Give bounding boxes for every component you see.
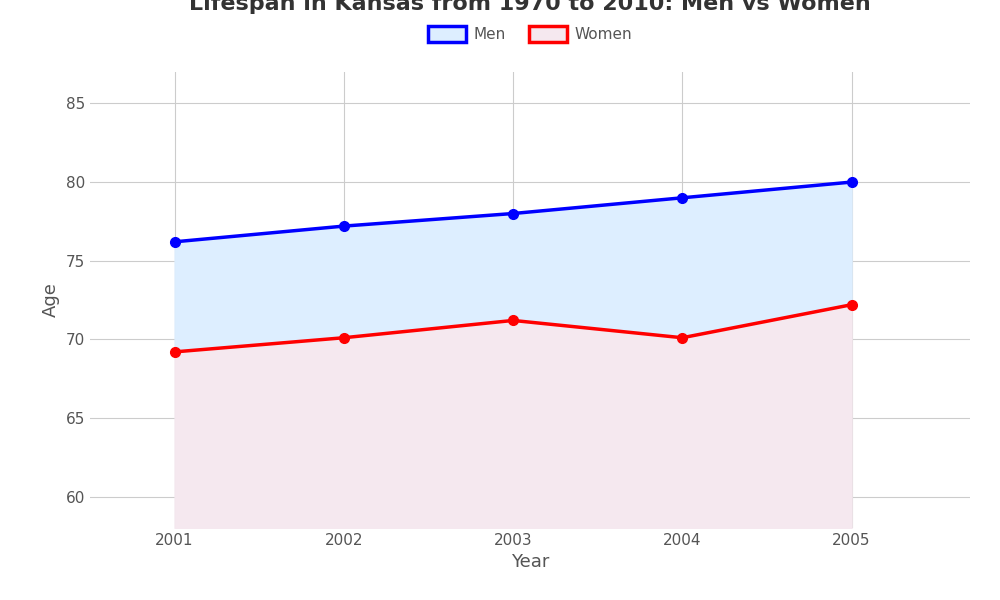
Legend: Men, Women: Men, Women [422, 20, 638, 49]
Title: Lifespan in Kansas from 1970 to 2010: Men vs Women: Lifespan in Kansas from 1970 to 2010: Me… [189, 0, 871, 13]
Y-axis label: Age: Age [42, 283, 60, 317]
X-axis label: Year: Year [511, 553, 549, 571]
